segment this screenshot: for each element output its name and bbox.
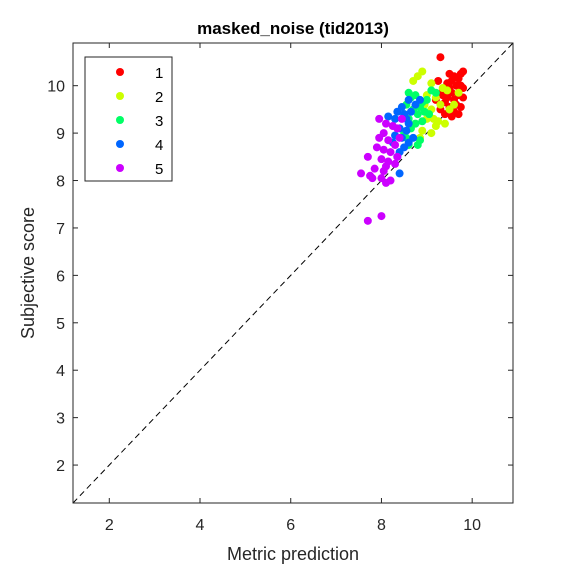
point-series-5 [363, 152, 372, 161]
legend-marker-3 [116, 116, 124, 124]
point-series-5 [370, 164, 379, 173]
point-series-4 [402, 126, 411, 135]
x-tick-label: 8 [377, 517, 386, 534]
data-points [357, 53, 468, 225]
y-tick-label: 5 [56, 316, 65, 333]
x-tick-label: 6 [286, 517, 295, 534]
point-series-5 [391, 140, 400, 149]
point-series-1 [454, 74, 463, 83]
point-series-4 [397, 103, 406, 112]
legend-label-5: 5 [155, 161, 163, 178]
point-series-3 [420, 107, 429, 116]
y-tick-label: 4 [56, 363, 65, 380]
point-series-5 [397, 114, 406, 123]
point-series-2 [434, 117, 443, 126]
point-series-5 [395, 133, 404, 142]
legend-label-4: 4 [155, 137, 163, 154]
point-series-1 [456, 103, 465, 112]
legend-marker-1 [116, 68, 124, 76]
point-series-2 [427, 79, 436, 88]
point-series-5 [391, 159, 400, 168]
point-series-5 [368, 174, 377, 183]
point-series-5 [375, 114, 384, 123]
point-series-2 [427, 129, 436, 138]
x-tick-label: 10 [463, 517, 481, 534]
point-series-4 [391, 114, 400, 123]
x-tick-label: 4 [196, 517, 205, 534]
point-series-1 [447, 112, 456, 121]
legend-marker-4 [116, 140, 124, 148]
legend-label-2: 2 [155, 89, 163, 106]
point-series-4 [395, 169, 404, 178]
point-series-3 [413, 110, 422, 119]
y-tick-label: 2 [56, 458, 65, 475]
point-series-5 [381, 119, 390, 128]
legend-marker-2 [116, 92, 124, 100]
point-series-4 [404, 95, 413, 104]
point-series-2 [454, 88, 463, 97]
point-series-5 [357, 169, 366, 178]
point-series-3 [416, 136, 425, 145]
point-series-5 [377, 155, 386, 164]
point-series-5 [377, 212, 386, 221]
legend: 1 2 3 4 5 [84, 56, 173, 182]
y-tick-label: 3 [56, 411, 65, 428]
point-series-5 [386, 148, 395, 157]
legend-label-3: 3 [155, 113, 163, 130]
point-series-1 [445, 69, 454, 78]
y-tick-label: 8 [56, 174, 65, 191]
point-series-5 [379, 145, 388, 154]
point-series-2 [418, 126, 427, 135]
point-series-4 [409, 133, 418, 142]
point-series-5 [393, 152, 402, 161]
point-series-2 [440, 119, 449, 128]
point-series-5 [381, 162, 390, 171]
point-series-4 [416, 95, 425, 104]
point-series-4 [384, 112, 393, 121]
y-tick-label: 9 [56, 126, 65, 143]
point-series-2 [409, 76, 418, 85]
legend-marker-5 [116, 164, 124, 172]
point-series-5 [363, 216, 372, 225]
point-series-1 [434, 76, 443, 85]
point-series-4 [406, 107, 415, 116]
legend-box [84, 56, 173, 182]
point-series-5 [381, 178, 390, 187]
legend-label-1: 1 [155, 65, 163, 82]
point-series-2 [450, 100, 459, 109]
y-axis-label: Subjective score [18, 207, 38, 339]
y-tick-label: 6 [56, 268, 65, 285]
point-series-3 [431, 88, 440, 97]
point-series-5 [375, 133, 384, 142]
plot-frame [72, 42, 514, 504]
point-series-3 [422, 95, 431, 104]
x-tick-label: 2 [105, 517, 114, 534]
point-series-4 [404, 119, 413, 128]
point-series-5 [384, 136, 393, 145]
point-series-1 [454, 110, 463, 119]
point-series-5 [372, 143, 381, 152]
axis-ticks: 2 4 6 8 10 2 3 4 5 6 7 8 9 10 [47, 43, 513, 534]
point-series-3 [418, 117, 427, 126]
point-series-5 [393, 124, 402, 133]
chart-title: masked_noise (tid2013) [197, 19, 389, 38]
point-series-2 [436, 100, 445, 109]
y-tick-label: 7 [56, 221, 65, 238]
point-series-2 [443, 86, 452, 95]
point-series-1 [436, 53, 445, 62]
y-tick-label: 10 [47, 79, 65, 96]
x-axis-label: Metric prediction [227, 544, 359, 564]
